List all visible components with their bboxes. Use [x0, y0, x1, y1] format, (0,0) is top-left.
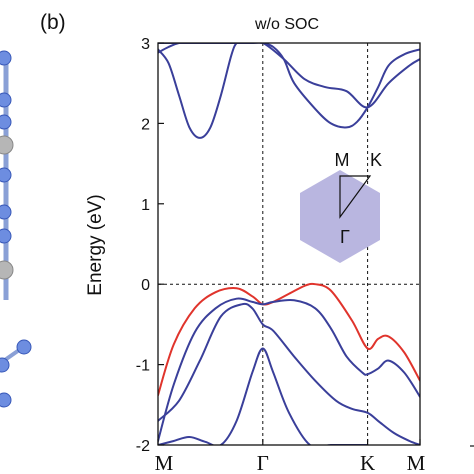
band-line-2: [158, 297, 420, 442]
inset-label-m: M: [335, 150, 350, 170]
inset-label-gamma: Γ: [340, 227, 350, 247]
crystal-structure-partial: [0, 50, 32, 408]
band-line-5: [158, 43, 243, 139]
bands: [158, 43, 420, 445]
brillouin-zone-inset: M K Γ: [300, 150, 382, 263]
y-tick-label: 1: [141, 197, 150, 214]
x-tick-label: M: [155, 451, 174, 474]
x-tick-label: K: [360, 451, 375, 474]
y-tick-label: 0: [141, 277, 150, 294]
band-line-3: [158, 302, 420, 445]
band-line-4: [158, 347, 369, 445]
band-line-7: [158, 43, 420, 129]
plot-frame: [157, 42, 421, 446]
x-tick-label: Γ: [257, 451, 269, 474]
y-tick-label: -1: [136, 358, 150, 375]
x-tick-label: M: [407, 451, 426, 474]
irreducible-wedge: [339, 175, 372, 219]
band-line-1: [158, 282, 420, 397]
band-line-6: [158, 43, 420, 109]
y-axis-label: Energy (eV): [85, 194, 106, 295]
panel-label: (b): [40, 11, 66, 34]
inset-label-k: K: [370, 150, 382, 170]
reference-lines: [158, 43, 420, 445]
y-axis-ticks: -2 -1 0 1 2 3: [136, 36, 164, 455]
y-tick-label: -2: [136, 438, 150, 455]
y-tick-label: 2: [141, 116, 150, 133]
y-tick-label: 3: [141, 36, 150, 53]
chart-title: w/o SOC: [254, 16, 319, 33]
